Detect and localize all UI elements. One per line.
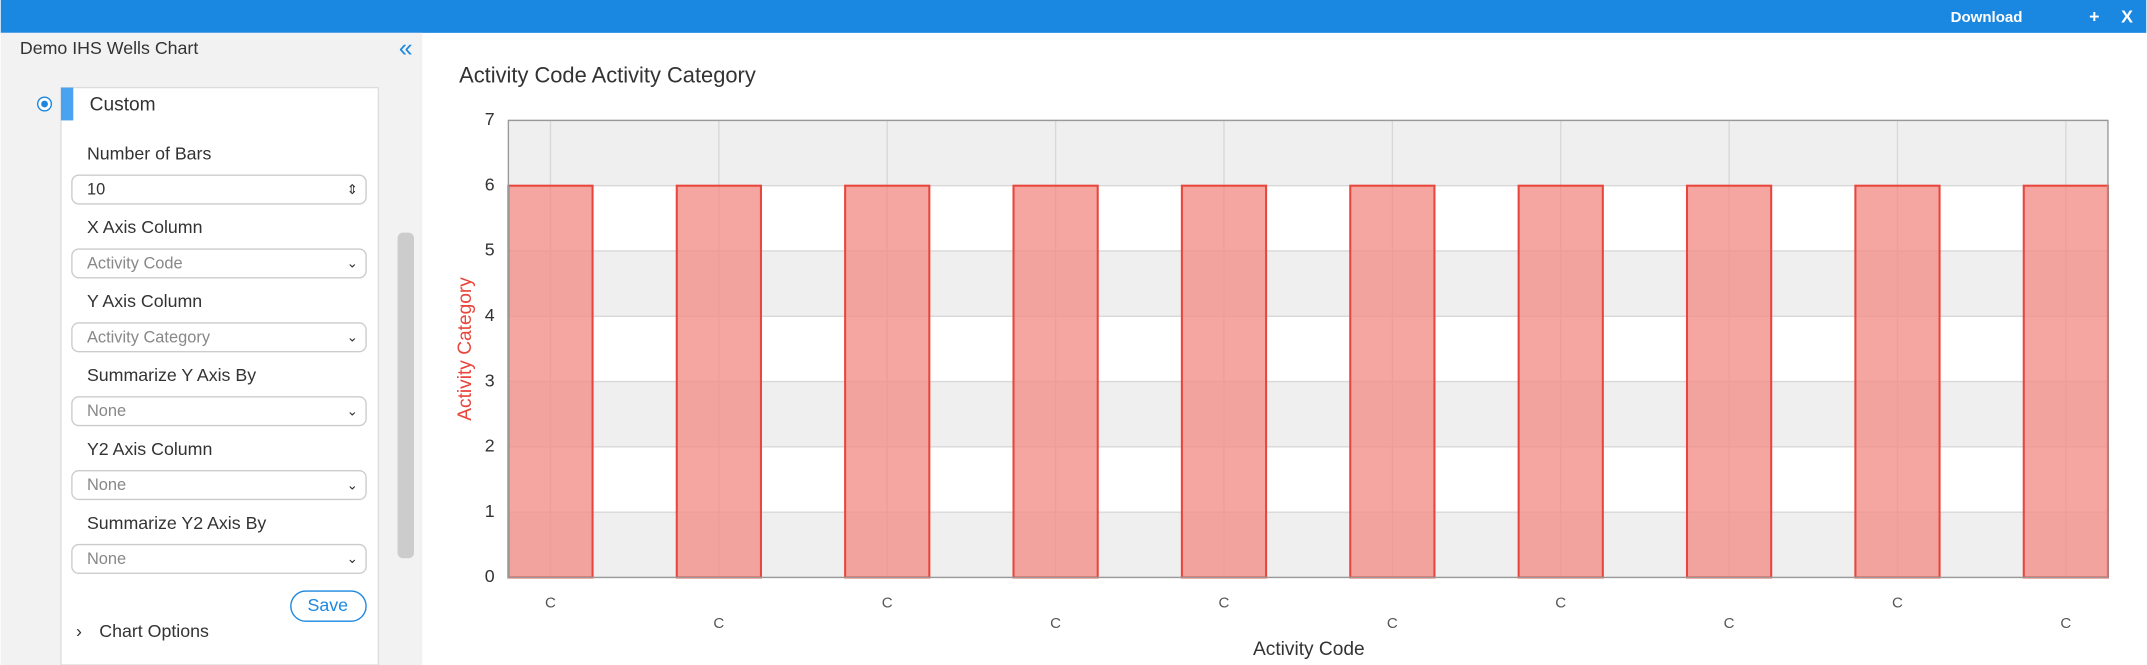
bar — [1349, 184, 1436, 579]
field-value: Activity Code — [87, 254, 183, 272]
field-input[interactable] — [71, 248, 367, 279]
x-tick-label: C — [1892, 594, 1903, 611]
x-tick-label: C — [713, 615, 724, 632]
field-input[interactable] — [71, 174, 367, 205]
field-caret: ⌄ — [347, 403, 358, 418]
field-value: None — [87, 476, 126, 494]
y-tick-label: 5 — [485, 240, 495, 260]
field-label: Number of Bars — [87, 143, 212, 163]
field-label: Y Axis Column — [87, 291, 202, 311]
sidebar-title: Demo IHS Wells Chart — [20, 38, 198, 58]
y-tick-label: 4 — [485, 305, 495, 325]
grid-band — [508, 250, 2108, 317]
grid-band — [508, 381, 2108, 447]
x-tick-label: C — [882, 594, 893, 611]
section-title: Custom — [90, 94, 156, 115]
y-tick-label: 6 — [485, 174, 495, 194]
field-label: Summarize Y Axis By — [87, 365, 256, 385]
download[interactable]: Download — [1951, 9, 2023, 26]
y-axis-label: Activity Category — [455, 277, 476, 421]
field-input[interactable] — [71, 396, 367, 427]
field-caret: ⌄ — [347, 256, 358, 271]
grid-band — [508, 512, 2108, 578]
field-caret: ⇕ — [347, 182, 358, 197]
bar — [1854, 184, 1941, 579]
x-axis-label: Activity Code — [1253, 639, 1365, 660]
x-tick-label: C — [1219, 594, 1230, 611]
x-tick-label: C — [1724, 615, 1735, 632]
radio-dot — [41, 100, 48, 108]
x-tick-label: C — [1555, 594, 1566, 611]
field-caret: ⌄ — [347, 551, 358, 566]
y-tick-label: 7 — [485, 109, 495, 129]
save-button[interactable] — [290, 590, 367, 622]
plot: 0 1 2 3 4 5 6 7 C C C C C C C C C C — [485, 109, 2109, 632]
field-label: Summarize Y2 Axis By — [87, 513, 266, 533]
fields: Number of Bars 10 ⇕ X Axis Column Activity C… — [71, 143, 367, 575]
x-tick-label: C — [2060, 615, 2071, 632]
field-value: Activity Category — [87, 328, 211, 346]
bar — [2022, 184, 2109, 579]
save-label: Save — [308, 595, 349, 615]
field-caret: ⌄ — [347, 477, 358, 492]
field-label: Y2 Axis Column — [87, 439, 212, 459]
field-caret: ⌄ — [347, 330, 358, 345]
plot-frame — [507, 119, 2109, 579]
field-value: 10 — [87, 181, 105, 199]
bar — [507, 184, 594, 579]
bar — [1180, 184, 1268, 579]
x-tick-label: C — [545, 594, 556, 611]
toolbar — [0, 0, 2147, 33]
y-tick-label: 1 — [485, 501, 495, 521]
bar — [1685, 184, 1773, 579]
x-tick-label: C — [1387, 615, 1398, 632]
panel-accent — [60, 87, 74, 121]
field-input[interactable] — [71, 543, 367, 575]
add-button[interactable]: + — [2089, 6, 2099, 26]
field-value: None — [87, 402, 126, 420]
scrollbar[interactable] — [397, 232, 414, 559]
close-button[interactable]: X — [2121, 6, 2133, 26]
bar — [1012, 184, 1099, 579]
collapse[interactable]: « — [399, 35, 413, 62]
field-input[interactable] — [71, 470, 367, 501]
bar — [1517, 184, 1604, 579]
y-tick-label: 3 — [485, 370, 495, 390]
y-tick-label: 2 — [485, 436, 495, 456]
chart-title: Activity Code Activity Category — [459, 62, 756, 87]
field-label: X Axis Column — [87, 217, 203, 237]
bar — [844, 184, 931, 579]
chart-options[interactable]: Chart Options — [99, 621, 209, 641]
x-tick-label: C — [1050, 615, 1061, 632]
field-value: None — [87, 550, 126, 568]
grid-band — [508, 120, 2108, 186]
chevron: › — [76, 621, 82, 641]
field-input[interactable] — [71, 322, 367, 353]
bar — [675, 184, 762, 579]
y-tick-label: 0 — [485, 566, 495, 586]
